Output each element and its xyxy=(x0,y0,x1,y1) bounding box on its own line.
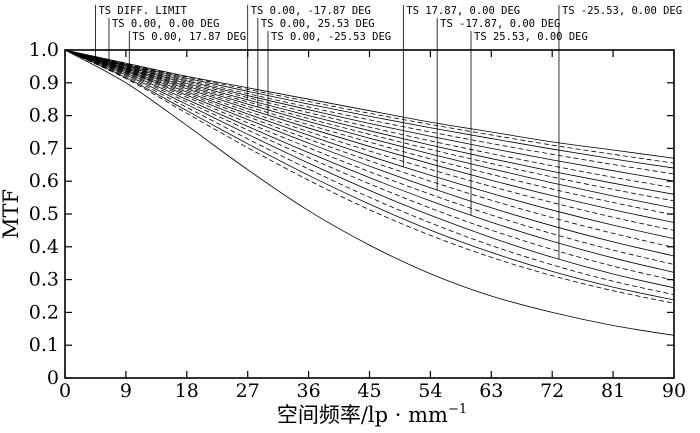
y-tick-label-0: 0 xyxy=(47,367,59,389)
series-line-8 xyxy=(64,49,675,209)
x-tick-label-3: 27 xyxy=(236,380,260,402)
x-tick-label-5: 45 xyxy=(357,380,381,402)
series-line-22 xyxy=(64,49,675,336)
series-line-20 xyxy=(64,49,675,301)
series-line-0 xyxy=(64,49,675,159)
legend-label-0: TS DIFF. LIMIT xyxy=(98,5,187,17)
legend-label-9: TS -25.53, 0.00 DEG xyxy=(562,5,682,17)
x-tick-label-7: 63 xyxy=(479,380,503,402)
legend-label-1: TS 0.00, 0.00 DEG xyxy=(112,18,219,30)
legend-label-4: TS 0.00, 25.53 DEG xyxy=(261,18,375,30)
legend-label-6: TS 17.87, 0.00 DEG xyxy=(406,5,520,17)
x-tick-label-6: 54 xyxy=(418,380,442,402)
plot-frame xyxy=(64,49,675,379)
x-tick-label-9: 81 xyxy=(601,380,625,402)
series-line-18 xyxy=(64,49,675,289)
series-line-16 xyxy=(64,49,675,273)
x-tick-label-1: 9 xyxy=(120,380,132,402)
y-tick-label-4: 0.4 xyxy=(29,236,59,258)
series-line-21 xyxy=(64,49,675,304)
x-tick-label-8: 72 xyxy=(540,380,564,402)
series-line-2 xyxy=(64,49,675,169)
series-line-9 xyxy=(64,49,675,216)
series-line-5 xyxy=(64,49,675,189)
x-tick-label-10: 90 xyxy=(662,380,686,402)
series-line-3 xyxy=(64,49,675,175)
legend-label-3: TS 0.00, -17.87 DEG xyxy=(251,5,371,17)
y-tick-labels: 0 0.1 0.2 0.3 0.4 0.5 0.6 0.7 0.8 0.9 1.0 xyxy=(29,39,59,389)
x-tick-label-4: 36 xyxy=(297,380,321,402)
series-line-19 xyxy=(64,49,675,296)
legend-label-7: TS -17.87, 0.00 DEG xyxy=(440,18,560,30)
x-axis-title-main: 空间频率/lp · mm xyxy=(277,403,448,427)
series-line-13 xyxy=(64,49,675,248)
y-tick-label-9: 0.9 xyxy=(29,72,59,94)
legend-label-2: TS 0.00, 17.87 DEG xyxy=(132,31,246,43)
y-tick-label-3: 0.3 xyxy=(29,269,59,291)
series-line-6 xyxy=(64,49,675,195)
y-tick-label-7: 0.7 xyxy=(29,137,59,159)
series-line-14 xyxy=(64,49,675,257)
series-line-12 xyxy=(64,49,675,239)
x-axis-title: 空间频率/lp · mm−1 xyxy=(277,402,467,427)
series-line-4 xyxy=(64,49,675,182)
y-tick-label-10: 1.0 xyxy=(29,39,59,61)
y-tick-label-6: 0.6 xyxy=(29,170,59,192)
x-tick-label-0: 0 xyxy=(59,380,71,402)
y-tick-label-5: 0.5 xyxy=(29,203,59,225)
series-line-17 xyxy=(64,49,675,281)
x-tick-labels: 0 9 18 27 36 45 54 63 72 81 90 xyxy=(59,380,686,402)
series-line-10 xyxy=(64,49,675,223)
axis-ticks xyxy=(64,49,675,379)
mtf-curves xyxy=(64,49,675,336)
y-axis-title: MTF xyxy=(0,189,23,239)
y-tick-label-1: 0.1 xyxy=(29,334,59,356)
y-tick-label-8: 0.8 xyxy=(29,105,59,127)
x-axis-title-sup: −1 xyxy=(448,402,467,417)
series-line-15 xyxy=(64,49,675,265)
legend-label-8: TS 25.53, 0.00 DEG xyxy=(474,31,588,43)
series-line-1 xyxy=(64,49,675,164)
y-tick-label-2: 0.2 xyxy=(29,301,59,323)
series-line-11 xyxy=(64,49,675,231)
x-tick-label-2: 18 xyxy=(175,380,199,402)
series-line-7 xyxy=(64,49,675,202)
legend-label-5: TS 0.00, -25.53 DEG xyxy=(271,31,391,43)
